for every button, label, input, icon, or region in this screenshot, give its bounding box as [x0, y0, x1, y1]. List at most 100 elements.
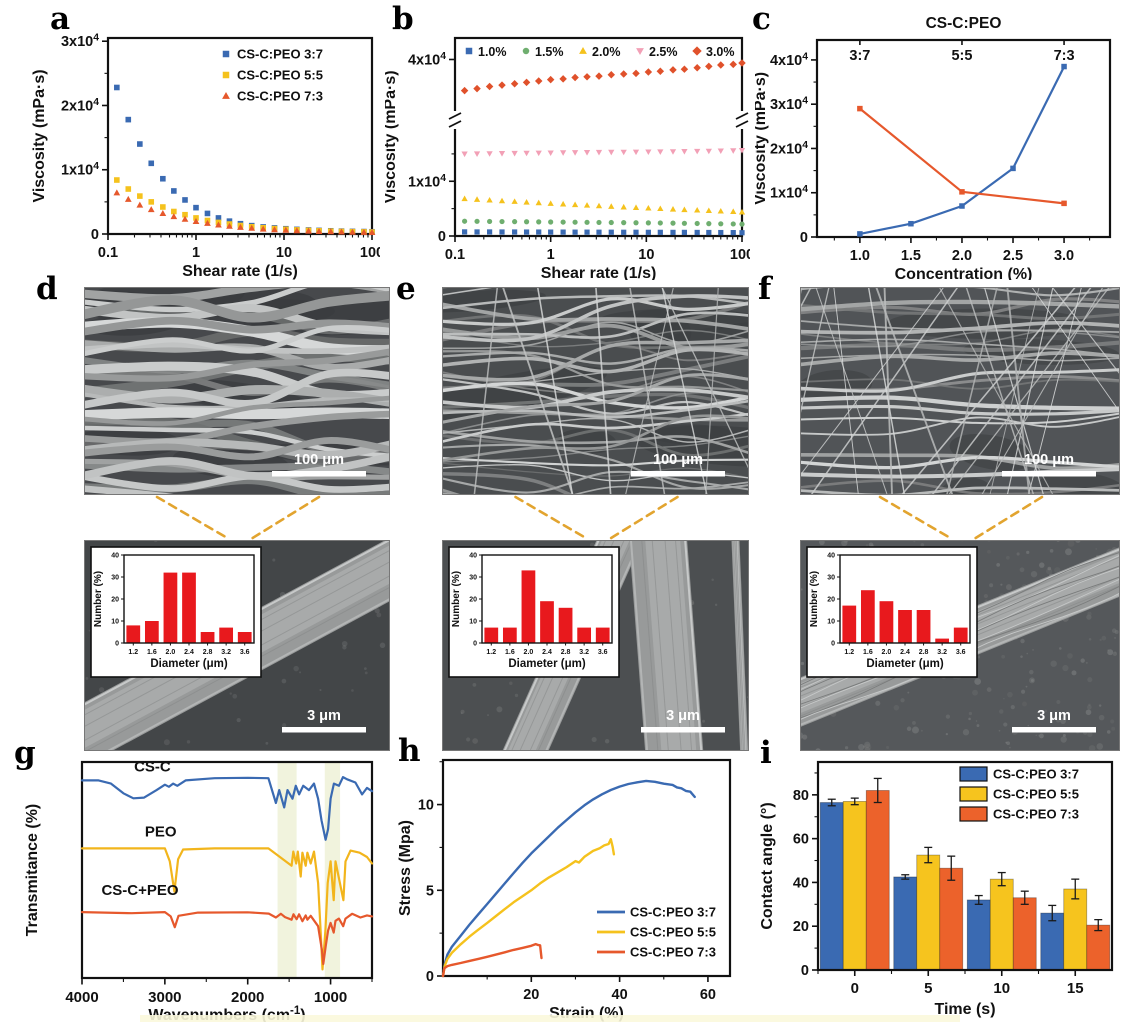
svg-text:2.0: 2.0	[882, 649, 892, 656]
svg-text:3 μm: 3 μm	[307, 708, 341, 724]
svg-text:20: 20	[827, 597, 835, 604]
sem-image-f-closeup: 3 μm 0 10 20 30 40 1.2 1.6 2.0 2.4 2.8 3.2 3.6 Diamet…	[800, 540, 1120, 751]
svg-text:0: 0	[851, 980, 859, 997]
svg-text:PEO: PEO	[145, 824, 177, 841]
svg-text:2.8: 2.8	[203, 649, 213, 656]
svg-text:30: 30	[827, 575, 835, 582]
svg-text:1: 1	[192, 245, 200, 261]
svg-text:Time (s): Time (s)	[934, 1001, 995, 1018]
svg-text:60: 60	[793, 832, 809, 848]
svg-text:10: 10	[469, 619, 477, 626]
svg-text:1x104: 1x104	[61, 161, 99, 179]
svg-text:CS-C+PEO: CS-C+PEO	[101, 882, 178, 899]
svg-text:CS-C: CS-C	[134, 759, 171, 776]
svg-text:2.0: 2.0	[166, 649, 176, 656]
svg-text:20: 20	[523, 987, 539, 1003]
sem-image-e-closeup: 3 μm 0 10 20 30 40 1.2 1.6 2.0 2.4 2.8 3.2 3.6 Diamet…	[442, 540, 749, 751]
svg-text:3x104: 3x104	[770, 96, 808, 114]
zoom-connector-e	[514, 495, 679, 540]
ftir-spectra-chart-g: 4000300020001000Wavenumbers (cm-1)Transm…	[24, 759, 374, 1022]
svg-text:2.0%: 2.0%	[592, 45, 621, 59]
panel-e-letter: e	[396, 271, 416, 307]
svg-text:40: 40	[612, 987, 628, 1003]
svg-text:100 μm: 100 μm	[653, 452, 703, 468]
svg-text:80: 80	[793, 788, 809, 804]
svg-text:20: 20	[793, 919, 809, 935]
svg-text:40: 40	[827, 553, 835, 560]
svg-text:1.2: 1.2	[844, 649, 854, 656]
svg-text:4x104: 4x104	[770, 51, 808, 69]
panel-g-letter: g	[14, 735, 36, 771]
svg-text:CS-C:PEO: CS-C:PEO	[926, 15, 1002, 32]
svg-text:10: 10	[638, 247, 654, 263]
svg-text:2.0: 2.0	[952, 248, 972, 264]
svg-text:10: 10	[993, 980, 1010, 997]
svg-text:CS-C:PEO 5:5: CS-C:PEO 5:5	[993, 787, 1079, 802]
svg-text:3.2: 3.2	[937, 649, 947, 656]
svg-text:2.8: 2.8	[919, 649, 929, 656]
svg-text:3.2: 3.2	[221, 649, 231, 656]
svg-text:0.1: 0.1	[98, 245, 118, 261]
svg-text:1.5%: 1.5%	[535, 45, 564, 59]
svg-text:20: 20	[469, 597, 477, 604]
svg-text:Viscosity (mPa·s): Viscosity (mPa·s)	[31, 69, 48, 202]
svg-text:3.6: 3.6	[240, 649, 250, 656]
svg-text:2.4: 2.4	[542, 649, 552, 656]
svg-text:0: 0	[115, 641, 119, 648]
svg-text:1000: 1000	[314, 989, 347, 1006]
svg-text:1.6: 1.6	[505, 649, 515, 656]
svg-text:1x104: 1x104	[770, 184, 808, 202]
panel-i-letter: i	[760, 735, 772, 771]
sem-image-e-overview: 100 μm	[442, 287, 749, 495]
sem-image-f-overview: 100 μm	[800, 287, 1120, 495]
svg-text:Diameter (μm): Diameter (μm)	[508, 658, 586, 670]
svg-text:CS-C:PEO 5:5: CS-C:PEO 5:5	[630, 925, 716, 940]
svg-text:Number (%): Number (%)	[809, 571, 820, 627]
zoom-connector-d	[155, 495, 321, 540]
svg-text:3 μm: 3 μm	[1037, 708, 1071, 724]
svg-text:Number (%): Number (%)	[451, 571, 462, 627]
svg-text:2.5: 2.5	[1003, 248, 1023, 264]
svg-text:15: 15	[1067, 980, 1084, 997]
svg-text:10: 10	[418, 798, 434, 814]
svg-text:1x104: 1x104	[408, 173, 446, 191]
svg-text:Diameter (μm): Diameter (μm)	[866, 658, 944, 670]
svg-text:3000: 3000	[148, 989, 181, 1006]
svg-text:60: 60	[700, 987, 716, 1003]
svg-text:1.2: 1.2	[486, 649, 496, 656]
viscosity-shear-rate-chart-b: 0 1x104 4x104 0.1 1 10 100 Shear rate (1/s) Visc…	[385, 36, 750, 280]
svg-text:40: 40	[469, 553, 477, 560]
svg-text:1.6: 1.6	[863, 649, 873, 656]
svg-text:5: 5	[924, 980, 932, 997]
svg-text:2x104: 2x104	[61, 97, 99, 115]
svg-text:Number (%): Number (%)	[93, 571, 104, 627]
svg-text:Diameter (μm): Diameter (μm)	[150, 658, 228, 670]
svg-text:2.0: 2.0	[524, 649, 534, 656]
svg-text:4x104: 4x104	[408, 51, 446, 69]
svg-text:3x104: 3x104	[61, 33, 99, 51]
svg-text:7:3: 7:3	[1054, 48, 1075, 64]
panel-b-letter: b	[392, 1, 414, 37]
svg-text:10: 10	[276, 245, 292, 261]
svg-text:2.4: 2.4	[184, 649, 194, 656]
svg-text:100: 100	[360, 245, 380, 261]
panel-a-letter: a	[50, 1, 71, 37]
svg-text:2.8: 2.8	[561, 649, 571, 656]
zoom-connector-f	[878, 495, 1044, 540]
svg-text:CS-C:PEO 3:7: CS-C:PEO 3:7	[630, 905, 716, 920]
svg-text:0: 0	[91, 227, 99, 243]
svg-text:2000: 2000	[231, 989, 264, 1006]
svg-text:0: 0	[831, 641, 835, 648]
sem-image-d-closeup: 3 μm 0 10 20 30 40 1.2 1.6 2.0 2.4 2.8 3.2 3.6 Diamet…	[84, 540, 390, 751]
svg-text:CS-C:PEO 7:3: CS-C:PEO 7:3	[237, 89, 323, 104]
panel-d-letter: d	[36, 271, 58, 307]
svg-text:3.6: 3.6	[956, 649, 966, 656]
svg-text:CS-C:PEO 7:3: CS-C:PEO 7:3	[993, 807, 1079, 822]
svg-text:0.1: 0.1	[445, 247, 465, 263]
panel-f-letter: f	[758, 271, 772, 307]
svg-text:30: 30	[469, 575, 477, 582]
panel-c-letter: c	[752, 1, 771, 37]
svg-text:2.4: 2.4	[900, 649, 910, 656]
